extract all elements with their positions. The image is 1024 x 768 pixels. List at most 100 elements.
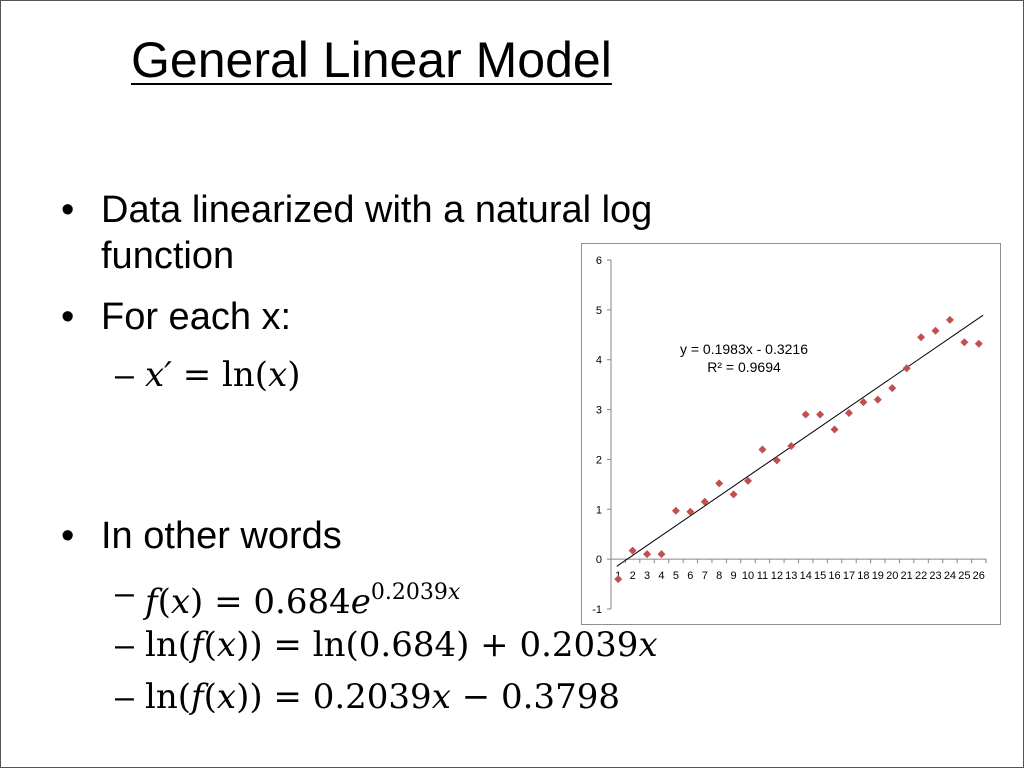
- x-tick-label: 5: [673, 570, 679, 582]
- data-point: [974, 339, 983, 348]
- formula-part: ln(: [145, 677, 192, 717]
- data-point: [844, 409, 853, 418]
- data-point: [628, 546, 637, 555]
- trendline-equation: y = 0.1983x - 0.3216: [679, 341, 809, 357]
- formula-part: f: [191, 625, 204, 665]
- formula-part: f: [191, 677, 204, 717]
- data-point: [758, 445, 767, 454]
- bullet-dot: •: [61, 189, 75, 231]
- formula-part: ln(: [222, 355, 269, 395]
- formula-exponent: 0.2039x: [371, 580, 460, 605]
- y-tick-label: 2: [596, 454, 602, 466]
- y-tick-label: 5: [596, 305, 602, 317]
- formula-part: x: [638, 625, 658, 665]
- data-point: [772, 456, 781, 465]
- x-tick-label: 26: [973, 570, 985, 582]
- data-point: [686, 507, 695, 516]
- data-point: [671, 506, 680, 515]
- y-tick-label: 0: [596, 554, 602, 566]
- formula-text: ln(f(x)) = 0.2039x − 0.3798: [145, 677, 620, 717]
- x-tick-label: 12: [771, 570, 783, 582]
- trendline: [616, 314, 984, 567]
- x-tick-label: 3: [644, 570, 650, 582]
- slide-title: General Linear Model: [131, 32, 612, 88]
- bullet-dot: •: [61, 296, 75, 338]
- formula-part: )) = 0.2039: [236, 677, 432, 717]
- formula-part: x: [216, 625, 237, 665]
- x-tick-label: 19: [872, 570, 884, 582]
- formula-part: x: [216, 677, 237, 717]
- chart-canvas: -101234561234567891011121314151617181920…: [592, 255, 987, 616]
- formula-part: 0.684: [253, 582, 351, 622]
- x-tick-label: 22: [915, 570, 927, 582]
- x-tick-label: 14: [800, 570, 812, 582]
- x-tick-label: 6: [687, 570, 693, 582]
- data-point: [902, 364, 911, 373]
- formula-part: (: [157, 582, 171, 622]
- data-point: [830, 425, 839, 434]
- x-tick-label: 24: [944, 570, 956, 582]
- formula-part: x: [170, 582, 191, 622]
- data-point: [816, 410, 825, 419]
- data-point: [917, 333, 926, 342]
- sub-bullet-dash: –: [115, 626, 134, 664]
- formula-part: ): [190, 582, 204, 622]
- data-point: [859, 398, 868, 407]
- formula-part: x: [431, 677, 451, 717]
- x-tick-label: 16: [828, 570, 840, 582]
- data-point: [729, 490, 738, 499]
- sub-bullet-dash: –: [115, 678, 134, 716]
- x-tick-label: 20: [886, 570, 898, 582]
- y-tick-label: 3: [596, 405, 602, 417]
- data-point: [960, 338, 969, 347]
- y-tick-label: 4: [596, 355, 602, 367]
- x-tick-label: 15: [814, 570, 826, 582]
- data-point: [657, 550, 666, 559]
- x-tick-label: 17: [843, 570, 855, 582]
- formula-part: (: [203, 625, 217, 665]
- data-point: [945, 315, 954, 324]
- formula-part: e: [350, 582, 371, 622]
- x-tick-label: 25: [958, 570, 970, 582]
- formula-part: x: [447, 580, 461, 605]
- y-tick-label: 6: [596, 255, 602, 267]
- formula-part: − 0.3798: [450, 677, 620, 717]
- x-tick-label: 18: [857, 570, 869, 582]
- scatter-chart: -101234561234567891011121314151617181920…: [581, 243, 1001, 625]
- x-tick-label: 23: [929, 570, 941, 582]
- formula-part: f: [145, 582, 158, 622]
- sub-bullet-dash: –: [115, 356, 134, 394]
- formula-part: =: [171, 355, 223, 395]
- x-tick-label: 9: [731, 570, 737, 582]
- bullet-text: Data linearized with a natural log funct…: [101, 189, 653, 277]
- formula-part: x′: [145, 355, 172, 395]
- x-tick-label: 11: [757, 570, 768, 582]
- x-tick-label: 10: [742, 570, 754, 582]
- x-tick-label: 8: [716, 570, 722, 582]
- sub-bullet-dash: –: [115, 574, 134, 612]
- data-point: [873, 395, 882, 404]
- data-point: [643, 550, 652, 559]
- x-tick-label: 2: [630, 570, 636, 582]
- formula-text: ln(f(x)) = ln(0.684) + 0.2039x: [145, 625, 658, 665]
- trendline-r2: R² = 0.9694: [707, 359, 781, 375]
- bullet-text: In other words: [101, 515, 342, 557]
- formula-text: f(x) = 0.684e0.2039x: [145, 573, 460, 622]
- y-tick-label: 1: [596, 504, 602, 516]
- formula-part: =: [203, 582, 254, 622]
- data-point: [888, 384, 897, 393]
- x-tick-label: 7: [702, 570, 708, 582]
- formula-part: 0.2039: [370, 580, 448, 605]
- data-point: [787, 441, 796, 450]
- data-point: [715, 479, 724, 488]
- data-point: [614, 575, 623, 584]
- data-point: [700, 497, 709, 506]
- formula-part: (: [203, 677, 217, 717]
- data-point: [744, 476, 753, 485]
- y-tick-label: -1: [592, 604, 602, 616]
- formula-text: x′ = ln(x): [145, 355, 301, 395]
- trendline-label: y = 0.1983x - 0.3216 R² = 0.9694: [642, 340, 846, 376]
- data-point: [931, 326, 940, 335]
- x-tick-label: 13: [785, 570, 797, 582]
